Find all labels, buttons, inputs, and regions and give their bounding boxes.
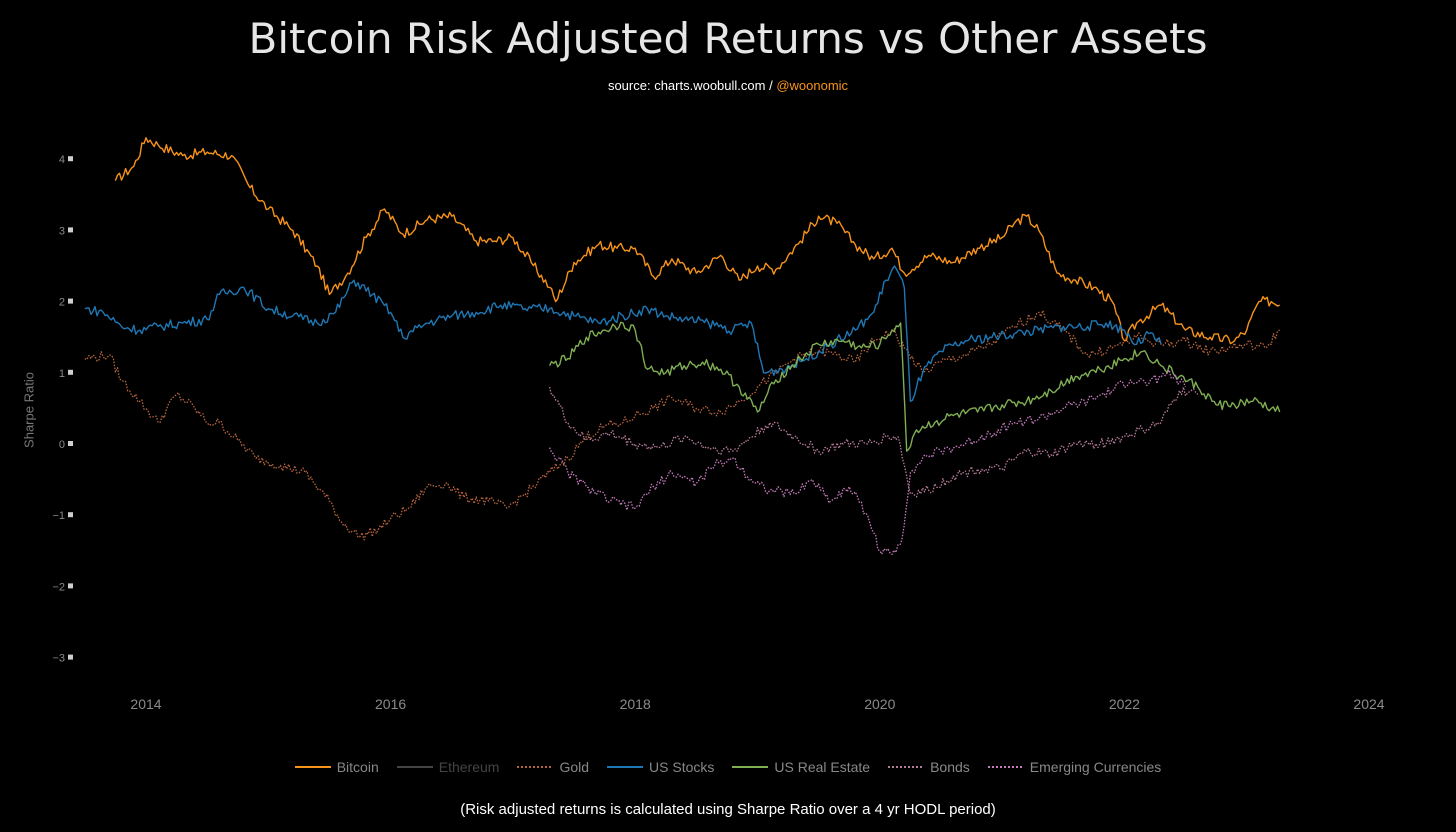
subtitle-source: source: charts.woobull.com /: [607, 78, 773, 93]
legend-swatch: [987, 766, 1024, 768]
x-tick-label: 2016: [375, 696, 406, 712]
legend-swatch: [888, 766, 925, 768]
legend-label: Bonds: [930, 759, 970, 775]
series-lines: [84, 137, 1281, 556]
y-tick-mark: [68, 369, 73, 375]
y-tick-label: 1: [59, 368, 65, 380]
x-tick-label: 2018: [620, 696, 651, 712]
subtitle-handle[interactable]: @woonomic: [776, 78, 849, 93]
x-tick-label: 2022: [1109, 696, 1140, 712]
series-line-us-real-estate[interactable]: [548, 321, 1281, 452]
series-line-gold[interactable]: [84, 309, 1280, 541]
x-tick-label: 2014: [130, 696, 161, 712]
series-line-emerging-currencies[interactable]: [549, 369, 1187, 556]
y-tick-mark: [68, 156, 73, 162]
legend-item-us-real-estate[interactable]: US Real Estate: [732, 759, 870, 775]
y-tick-label: 3: [59, 225, 65, 237]
y-tick-mark: [68, 512, 73, 518]
legend-item-us-stocks[interactable]: US Stocks: [607, 759, 714, 775]
legend-item-bonds[interactable]: Bonds: [888, 759, 970, 775]
legend-label: Gold: [559, 759, 590, 775]
x-axis-ticks: 2014 2016 2018 2020 2022 2024: [130, 696, 1384, 712]
y-tick-mark: [68, 654, 73, 660]
series-line-bonds[interactable]: [548, 386, 1199, 498]
x-tick-label: 2024: [1353, 696, 1384, 712]
y-tick-label: −3: [52, 653, 65, 665]
y-axis-ticks: 4 3 2 1 0 −1 −2 −3: [52, 154, 73, 665]
legend-item-bitcoin[interactable]: Bitcoin: [294, 759, 379, 775]
legend-swatch: [517, 766, 554, 768]
legend-label: US Real Estate: [774, 759, 871, 775]
series-line-us-stocks[interactable]: [84, 265, 1162, 402]
legend-item-gold[interactable]: Gold: [517, 759, 589, 775]
x-tick-label: 2020: [864, 696, 895, 712]
y-tick-mark: [68, 227, 73, 233]
y-tick-mark: [68, 583, 73, 589]
legend-item-ethereum[interactable]: Ethereum: [396, 759, 500, 775]
y-tick-label: 4: [59, 154, 65, 166]
legend-label: Emerging Currencies: [1029, 759, 1162, 775]
y-tick-label: −2: [52, 581, 65, 593]
chart-subtitle: source: charts.woobull.com / @woonomic: [0, 78, 1456, 93]
y-tick-label: −1: [52, 510, 65, 522]
y-tick-mark: [68, 298, 73, 304]
y-tick-mark: [68, 441, 73, 446]
legend-item-emerging-currencies[interactable]: Emerging Currencies: [987, 759, 1162, 775]
y-tick-label: 0: [59, 439, 65, 451]
legend-label: Ethereum: [438, 759, 500, 775]
legend-label: Bitcoin: [336, 759, 379, 775]
chart-footnote: (Risk adjusted returns is calculated usi…: [460, 801, 996, 818]
legend-label: US Stocks: [649, 759, 715, 775]
legend-swatch: [607, 766, 644, 768]
chart-legend: Bitcoin Ethereum Gold US Stocks US Real Esta…: [0, 759, 1456, 775]
y-tick-label: 2: [59, 297, 65, 309]
chart-title: Bitcoin Risk Adjusted Returns vs Other A…: [248, 14, 1208, 63]
legend-swatch: [294, 766, 331, 768]
legend-swatch: [396, 766, 433, 768]
series-line-bitcoin[interactable]: [114, 137, 1280, 345]
legend-swatch: [732, 766, 769, 768]
